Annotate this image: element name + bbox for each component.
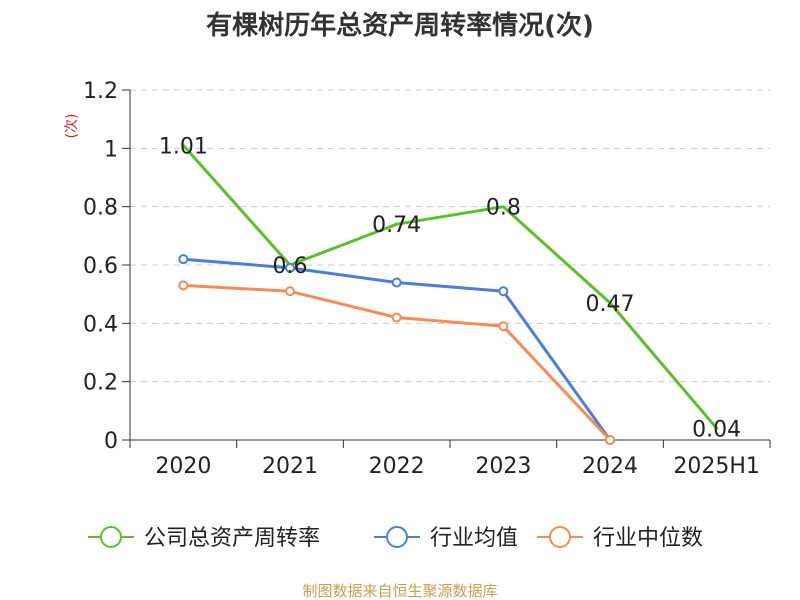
y-tick-label: 0.2 xyxy=(83,371,118,396)
legend-label: 行业均值 xyxy=(430,526,518,551)
y-tick-label: 0.6 xyxy=(83,254,118,279)
legend-label: 公司总资产周转率 xyxy=(144,526,320,551)
y-tick-label: 0 xyxy=(104,429,118,454)
y-tick-label: 1 xyxy=(104,137,118,162)
series-line-2 xyxy=(181,283,612,442)
data-label: 0.6 xyxy=(273,254,308,279)
data-point xyxy=(391,312,402,323)
legend-item: 行业均值 xyxy=(374,526,518,551)
series-lines xyxy=(178,143,719,445)
axes: 0 0.2 0.4 0.6 0.8 1 1.2 2020 2021 2022 2023 2024 202… xyxy=(83,79,771,479)
data-point xyxy=(178,254,189,265)
legend-marker xyxy=(100,526,122,548)
x-tick-label: 2023 xyxy=(475,454,531,479)
y-tick-label: 0.4 xyxy=(83,312,118,337)
data-label: 0.04 xyxy=(692,417,741,442)
data-label: 1.01 xyxy=(159,134,208,159)
y-tick-label: 0.8 xyxy=(83,196,118,221)
data-point xyxy=(498,286,509,297)
data-point xyxy=(498,321,509,332)
data-label: 0.47 xyxy=(586,292,635,317)
data-labels: 1.01 0.6 0.74 0.8 0.47 0.04 xyxy=(159,134,741,442)
data-label: 0.8 xyxy=(486,196,521,221)
series-line-0 xyxy=(181,143,719,430)
x-tick-label: 2022 xyxy=(369,454,425,479)
y-axis-label: (次) xyxy=(64,114,80,139)
legend-marker xyxy=(386,526,408,548)
x-tick-label: 2024 xyxy=(582,454,638,479)
legend-marker xyxy=(549,526,571,548)
data-point xyxy=(391,277,402,288)
legend-item: 公司总资产周转率 xyxy=(88,526,320,551)
data-point xyxy=(605,435,615,445)
grid-lines xyxy=(130,89,770,383)
data-point xyxy=(285,262,295,273)
legend-label: 行业中位数 xyxy=(593,526,703,551)
data-label: 0.74 xyxy=(372,213,421,238)
x-tick-label: 2025H1 xyxy=(673,454,760,479)
legend-item: 行业中位数 xyxy=(537,526,703,551)
x-tick-label: 2020 xyxy=(155,454,211,479)
x-tick-label: 2021 xyxy=(262,454,318,479)
data-point xyxy=(285,286,295,297)
data-point xyxy=(178,280,189,291)
source-note: 制图数据来自恒生聚源数据库 xyxy=(302,582,497,600)
chart-title: 有棵树历年总资产周转率情况(次) xyxy=(206,10,594,41)
y-tick-label: 1.2 xyxy=(83,79,118,104)
legend: 公司总资产周转率 行业均值 行业中位数 xyxy=(88,526,703,551)
